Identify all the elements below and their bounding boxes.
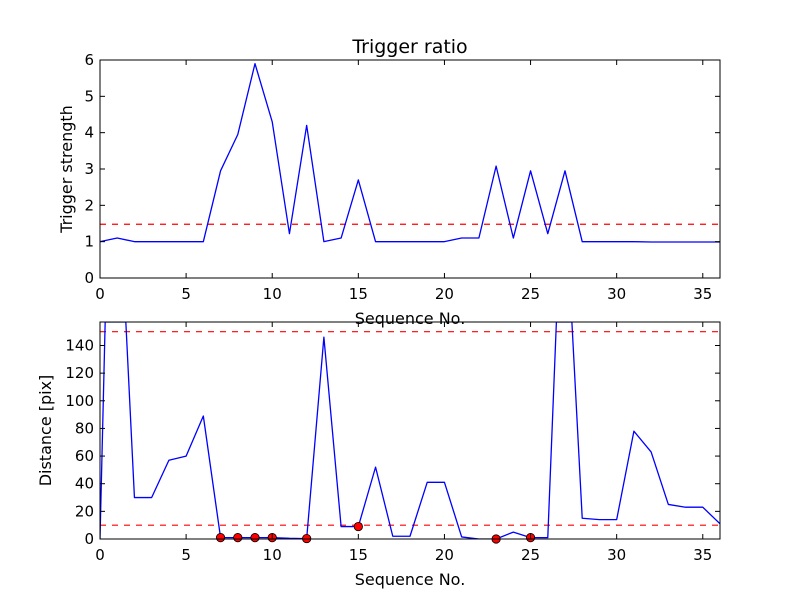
distance-x-tick-label: 20 (435, 546, 454, 564)
trigger-y-tick-label: 5 (84, 87, 94, 105)
distance-y-tick-label: 60 (75, 447, 94, 465)
trigger-x-tick-label: 25 (521, 285, 540, 303)
distance-x-axis-label: Sequence No. (355, 570, 466, 589)
trigger-y-tick-label: 1 (84, 233, 94, 251)
distance-axes-frame (99, 321, 721, 540)
trigger-x-tick-label: 30 (607, 285, 626, 303)
distance-x-tick-label: 25 (521, 546, 540, 564)
distance-x-tick-label: 0 (95, 546, 105, 564)
trigger-x-tick-label: 20 (435, 285, 454, 303)
distance-y-tick-label: 140 (65, 336, 94, 354)
distance-marker-point (233, 533, 243, 543)
distance-y-tick-label: 20 (75, 502, 94, 520)
trigger-x-tick-label: 35 (693, 285, 712, 303)
distance-x-tick-label: 35 (693, 546, 712, 564)
trigger-x-tick-label: 10 (263, 285, 282, 303)
trigger-y-tick-label: 0 (84, 269, 94, 287)
trigger-x-tick-label: 0 (95, 285, 105, 303)
distance-y-tick-label: 120 (65, 364, 94, 382)
distance-marker-point (215, 533, 226, 543)
distance-y-tick-label: 0 (84, 530, 94, 548)
trigger-x-tick-label: 15 (349, 285, 368, 303)
distance-x-tick-label: 30 (607, 546, 626, 564)
distance-x-tick-label: 5 (181, 546, 191, 564)
trigger-y-tick-label: 2 (84, 196, 94, 214)
trigger-y-tick-label: 6 (84, 51, 94, 69)
distance-marker-point (250, 533, 260, 543)
distance-y-axis-label: Distance [pix] (36, 375, 55, 487)
trigger-x-axis-label: Sequence No. (355, 309, 466, 328)
distance-y-tick-label: 40 (75, 475, 94, 493)
trigger-chart-title: Trigger ratio (351, 36, 467, 58)
trigger-y-tick-label: 3 (84, 160, 94, 178)
distance-marker-point (353, 521, 363, 532)
trigger-y-tick-label: 4 (84, 124, 94, 142)
distance-y-tick-label: 80 (75, 419, 94, 437)
distance-y-tick-label: 100 (65, 392, 94, 410)
distance-x-tick-label: 10 (263, 546, 282, 564)
trigger-y-axis-label: Trigger strength (57, 105, 76, 234)
trigger-ratio-chart: 0 5 10 15 20 25 30 35 0 1 2 3 4 5 6 Trigger ratio Sequen… (57, 36, 721, 328)
trigger-series-line-0 (100, 62, 720, 243)
distance-series-line-0 (100, 322, 720, 539)
distance-chart: 0 5 10 15 20 25 30 35 0 20 40 60 80 100 120 140 Sequence… (36, 321, 721, 589)
trigger-x-tick-label: 5 (181, 285, 191, 303)
distance-x-tick-label: 15 (349, 546, 368, 564)
